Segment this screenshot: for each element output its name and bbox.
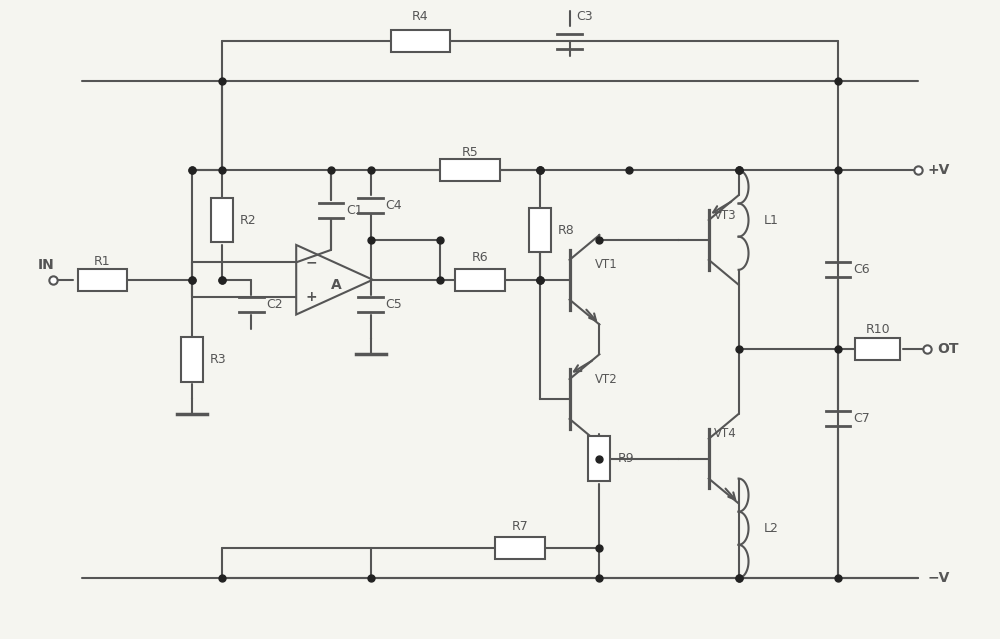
Text: L1: L1	[763, 213, 778, 227]
FancyBboxPatch shape	[588, 436, 610, 481]
FancyBboxPatch shape	[529, 208, 551, 252]
Text: C7: C7	[853, 412, 870, 426]
Text: C6: C6	[853, 263, 870, 276]
Text: R4: R4	[412, 10, 429, 23]
Text: VT1: VT1	[594, 258, 617, 272]
Text: R10: R10	[865, 323, 890, 336]
Text: R2: R2	[240, 213, 256, 227]
FancyBboxPatch shape	[855, 339, 900, 360]
Text: OT: OT	[937, 343, 959, 357]
Text: C1: C1	[346, 204, 363, 217]
Text: C5: C5	[386, 298, 402, 311]
FancyBboxPatch shape	[211, 197, 233, 242]
Text: R9: R9	[617, 452, 634, 465]
Text: R6: R6	[472, 251, 488, 265]
Text: −: −	[305, 256, 317, 270]
Text: C2: C2	[266, 298, 283, 311]
FancyBboxPatch shape	[495, 537, 545, 559]
FancyBboxPatch shape	[181, 337, 203, 381]
Text: C3: C3	[576, 10, 593, 23]
Text: A: A	[331, 278, 341, 292]
FancyBboxPatch shape	[391, 30, 450, 52]
Text: VT4: VT4	[714, 427, 736, 440]
Text: +: +	[305, 290, 317, 304]
Text: VT2: VT2	[594, 373, 617, 386]
Text: R7: R7	[512, 520, 528, 533]
FancyBboxPatch shape	[440, 160, 500, 181]
Text: VT3: VT3	[714, 208, 736, 222]
Text: R1: R1	[94, 256, 111, 268]
Text: L2: L2	[763, 522, 778, 535]
Text: R3: R3	[210, 353, 226, 366]
Text: −V: −V	[927, 571, 950, 585]
Text: R5: R5	[462, 146, 479, 159]
Text: IN: IN	[38, 258, 54, 272]
FancyBboxPatch shape	[455, 269, 505, 291]
FancyBboxPatch shape	[78, 269, 127, 291]
Text: C4: C4	[386, 199, 402, 212]
Text: +V: +V	[927, 164, 950, 178]
Text: R8: R8	[558, 224, 574, 236]
